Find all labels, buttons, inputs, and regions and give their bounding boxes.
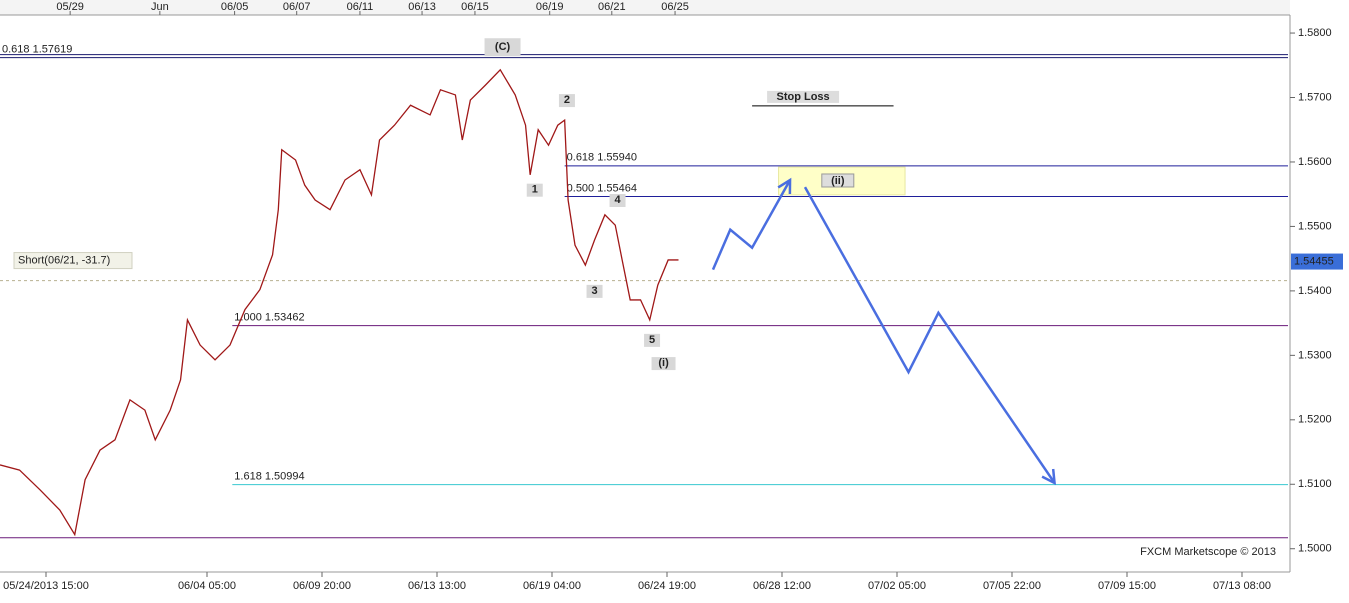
arrowhead <box>1041 468 1057 486</box>
wave-label-box <box>526 183 543 197</box>
x2-tick-label: 06/11 <box>347 1 374 13</box>
x-tick-label: 06/13 13:00 <box>408 580 466 592</box>
wave-label-box <box>586 284 603 298</box>
level-label: 0.618 1.57619 <box>2 44 72 56</box>
short-label: Short(06/21, -31.7) <box>18 254 110 266</box>
short-label-box <box>13 252 133 270</box>
y-tick-label: 1.5500 <box>1298 220 1332 232</box>
wave-label-box <box>651 357 676 371</box>
x-tick-label: 06/19 04:00 <box>523 580 581 592</box>
wave-label: 3 <box>591 285 597 297</box>
x-tick-label: 07/05 22:00 <box>983 580 1041 592</box>
zone-label: (ii) <box>831 175 845 187</box>
last-price-label: 1.54455 <box>1294 255 1334 267</box>
wave-label: 2 <box>564 94 570 106</box>
x-tick-label: 07/02 05:00 <box>868 580 926 592</box>
level-label: 0.618 1.55940 <box>567 152 637 164</box>
x2-tick-label: 05/29 <box>56 1 84 13</box>
wave-label-box <box>609 194 626 207</box>
wave-label: (C) <box>495 41 511 53</box>
zone-label-box <box>821 173 855 188</box>
x2-tick-label: 06/25 <box>661 1 689 13</box>
wave-label: 5 <box>649 334 655 346</box>
x2-tick-label: 06/15 <box>461 1 489 13</box>
y-tick-label: 1.5100 <box>1298 478 1332 490</box>
y-tick-label: 1.5300 <box>1298 349 1332 361</box>
arrowhead <box>777 177 792 195</box>
x2-tick-label: 06/21 <box>598 1 626 13</box>
wave-label: (i) <box>658 357 669 369</box>
x-tick-label: 05/24/2013 15:00 <box>3 580 89 592</box>
x-tick-label: 07/09 15:00 <box>1098 580 1156 592</box>
y-tick-label: 1.5800 <box>1298 27 1332 39</box>
x2-tick-label: 06/19 <box>536 1 564 13</box>
x2-tick-label: 06/05 <box>221 1 249 13</box>
x2-tick-label: Jun <box>151 1 169 13</box>
level-label: 1.000 1.53462 <box>234 311 304 323</box>
last-price-box <box>1291 253 1343 270</box>
watermark: FXCM Marketscope © 2013 <box>1140 546 1276 558</box>
top-axis-band <box>0 0 1290 15</box>
stop-loss-box <box>767 90 840 103</box>
x-tick-label: 06/24 19:00 <box>638 580 696 592</box>
x-tick-label: 07/13 08:00 <box>1213 580 1271 592</box>
y-tick-label: 1.5700 <box>1298 91 1332 103</box>
x2-tick-label: 06/07 <box>283 1 311 13</box>
projection-line <box>803 186 1056 484</box>
wave-label-box <box>558 94 575 108</box>
wave-label-box <box>644 333 661 347</box>
wave-label: 4 <box>614 194 621 206</box>
x2-tick-label: 06/13 <box>408 1 436 13</box>
y-tick-label: 1.5200 <box>1298 414 1332 426</box>
y-tick-label: 1.5400 <box>1298 285 1332 297</box>
y-tick-label: 1.5000 <box>1298 543 1332 555</box>
level-label: 1.618 1.50994 <box>234 471 304 483</box>
projection-line <box>711 179 792 271</box>
stop-loss-label: Stop Loss <box>777 91 830 103</box>
x-tick-label: 06/04 05:00 <box>178 580 236 592</box>
y-tick-label: 1.5600 <box>1298 156 1332 168</box>
wave-label: 1 <box>532 184 538 196</box>
price-line <box>0 68 679 537</box>
wave-label-box <box>484 38 521 57</box>
x-tick-label: 06/09 20:00 <box>293 580 351 592</box>
x-tick-label: 06/28 12:00 <box>753 580 811 592</box>
level-label: 0.500 1.55464 <box>567 182 637 194</box>
